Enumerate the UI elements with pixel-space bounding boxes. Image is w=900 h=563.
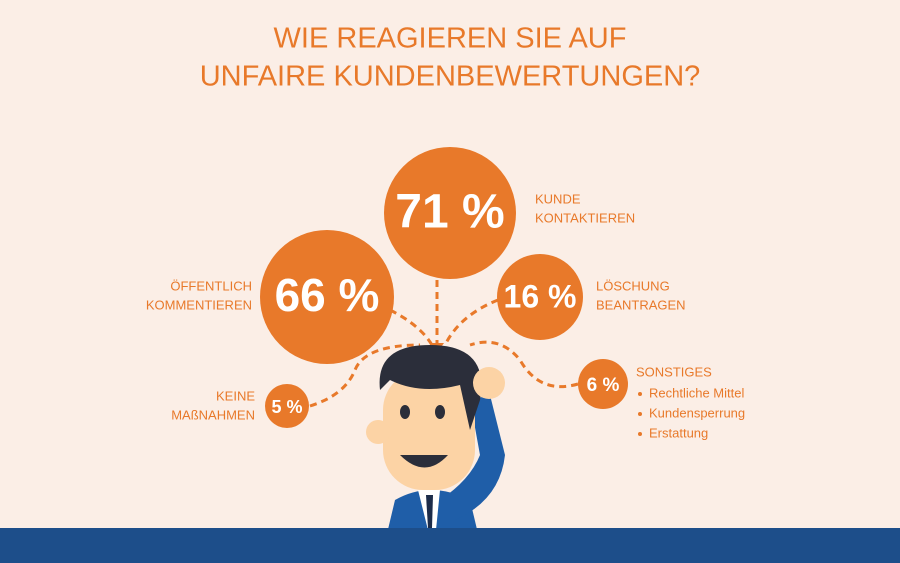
hand [473,367,505,399]
value-label: 66 % [275,269,380,321]
bubble [578,359,628,409]
connector [443,298,499,346]
item-label: BEANTRAGEN [596,297,686,312]
item-label: LÖSCHUNG [596,278,670,293]
title: WIE REAGIEREN SIE AUF [274,23,627,55]
eye [435,405,445,419]
bullet-dot [638,412,642,416]
item-label: SONSTIGES [636,364,712,379]
bubble [384,147,516,279]
value-label: 16 % [504,278,577,314]
item-label: KONTAKTIEREN [535,210,635,225]
eye [400,405,410,419]
bullet-dot [638,392,642,396]
mouth [400,455,448,468]
ear [366,420,390,444]
hair [379,345,482,430]
item-label: ÖFFENTLICH [170,278,252,293]
tie [426,495,433,528]
connector [389,308,434,346]
item-label: KEINE [216,388,255,403]
item-label: MAßNAHMEN [171,407,255,422]
bullet-text: Rechtliche Mittel [649,385,744,400]
bubble [265,384,309,428]
bullet-text: Erstattung [649,425,708,440]
bubble [260,230,394,364]
item-label: KUNDE [535,191,581,206]
bullet-text: Kundensperrung [649,405,745,420]
footer-bar [0,528,900,563]
value-label: 5 % [271,397,302,417]
title: UNFAIRE KUNDENBEWERTUNGEN? [200,61,701,93]
character [366,345,505,563]
item-label: KOMMENTIEREN [146,297,252,312]
arm [440,395,505,520]
value-label: 71 % [395,186,504,239]
bubble [497,254,583,340]
value-label: 6 % [587,375,620,396]
bullet-dot [638,432,642,436]
